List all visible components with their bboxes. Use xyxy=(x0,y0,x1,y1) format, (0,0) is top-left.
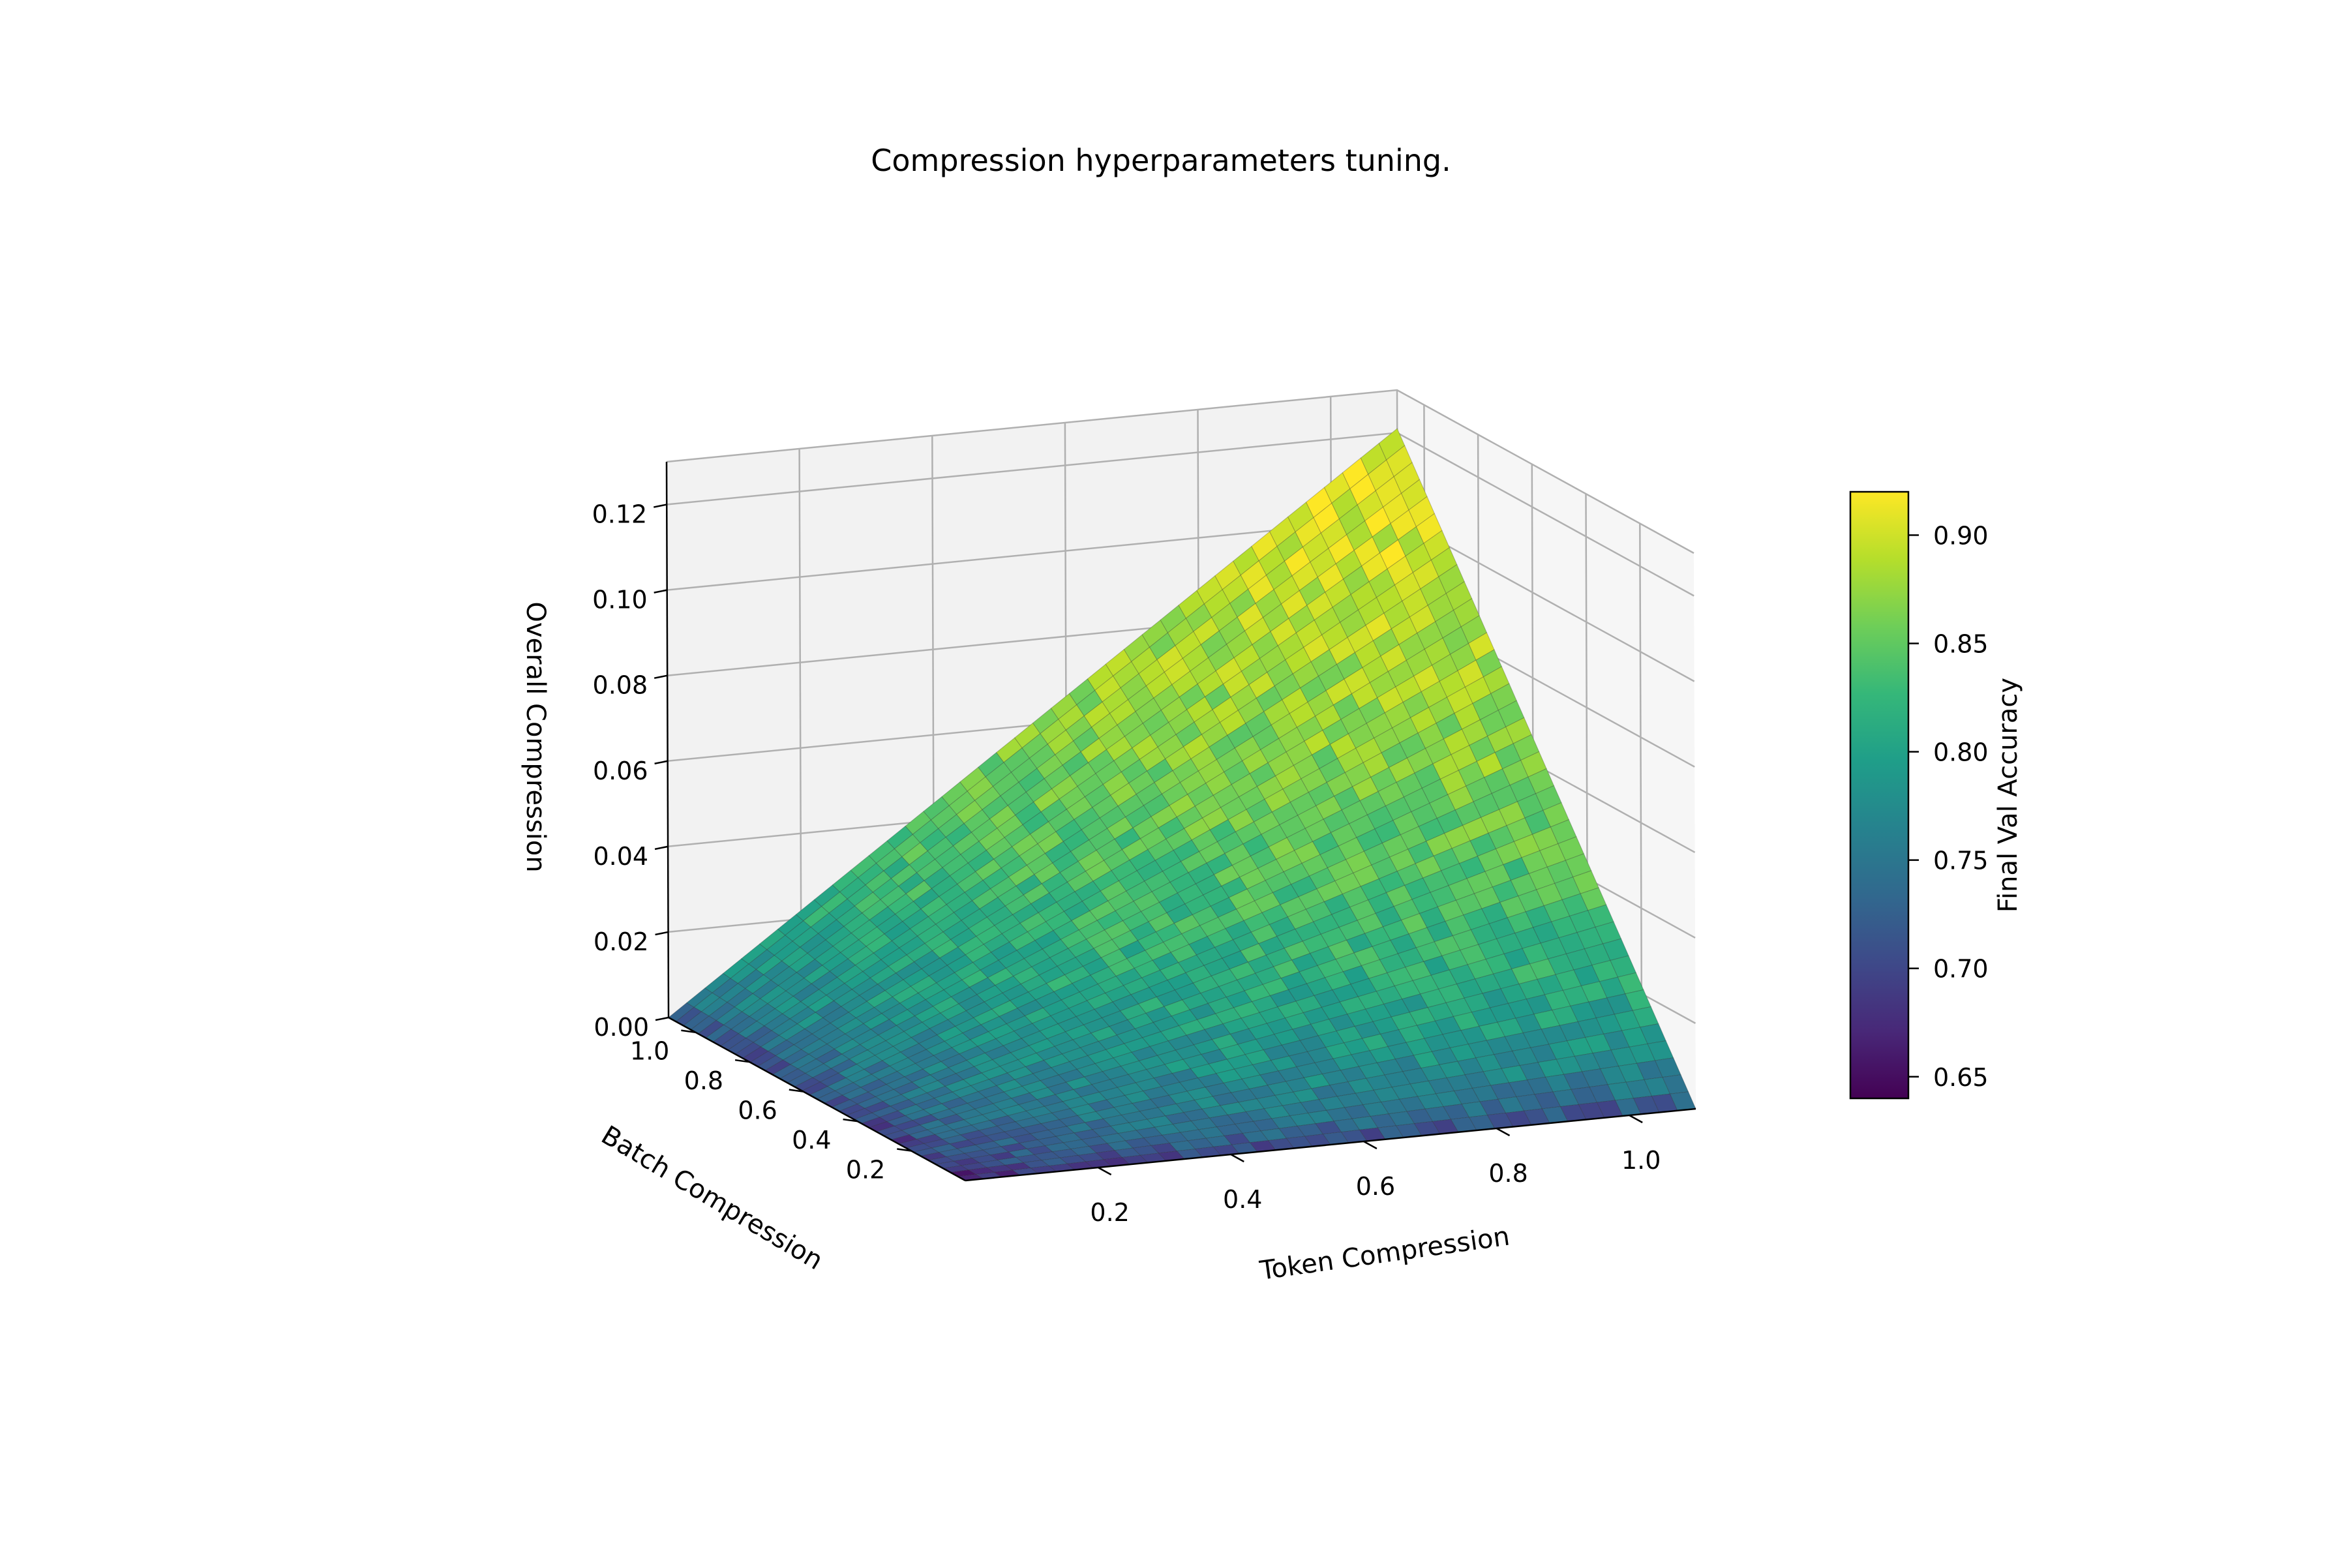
z-tick-mark xyxy=(653,504,667,508)
surface-cell xyxy=(1393,462,1421,494)
z-tick-label: 0.12 xyxy=(592,500,648,529)
surface-cell xyxy=(1460,615,1488,644)
colorbar-tick-label: 0.75 xyxy=(1933,847,1989,875)
colorbar-tick-label: 0.65 xyxy=(1933,1063,1989,1092)
colorbar-label: Final Val Accuracy xyxy=(1993,678,2023,912)
y-tick-mark xyxy=(843,1118,858,1123)
surface-cell xyxy=(1595,921,1622,944)
surface-cell xyxy=(1528,768,1555,794)
y-tick-label: 1.0 xyxy=(630,1037,669,1066)
z-tick-label: 0.02 xyxy=(594,927,649,956)
x-tick-label: 0.4 xyxy=(1223,1185,1262,1214)
surface-cell xyxy=(1438,564,1465,594)
surface-cell xyxy=(1640,1023,1666,1044)
y-tick-mark xyxy=(897,1148,912,1152)
colorbar-ticks: 0.65 0.70 0.75 0.80 0.85 0.90 xyxy=(1908,521,1989,1092)
z-axis-label: Overall Compression xyxy=(520,601,550,872)
surface-cell xyxy=(1475,649,1503,678)
axis-lines xyxy=(665,461,1696,1182)
y-tick-mark xyxy=(734,1059,750,1063)
y-tick-label: 0.6 xyxy=(738,1096,777,1125)
z-tick-mark xyxy=(655,1016,669,1021)
surface-cell xyxy=(1408,496,1436,528)
x-tick-mark xyxy=(1098,1166,1112,1176)
colorbar-tick-label: 0.80 xyxy=(1933,738,1989,767)
x-tick-mark xyxy=(1230,1153,1244,1163)
colorbar-tick-label: 0.90 xyxy=(1933,521,1989,550)
tick-labels: 0.2 0.4 0.6 0.8 1.00.20.40.60.81.00.000.020.… xyxy=(592,500,1661,1227)
z-tick-mark xyxy=(654,589,667,594)
surface-cell xyxy=(1423,530,1450,561)
surface-cell xyxy=(1520,751,1547,777)
surface-plot xyxy=(668,428,1696,1181)
z-tick-mark xyxy=(654,674,668,679)
y-tick-label: 0.4 xyxy=(792,1126,831,1154)
surface-cell xyxy=(1505,717,1532,744)
z-tick-mark xyxy=(654,760,668,764)
z-tick-mark xyxy=(654,845,669,851)
x-tick-mark xyxy=(1629,1114,1643,1124)
x-tick-label: 0.8 xyxy=(1488,1159,1528,1188)
colorbar: 0.65 0.70 0.75 0.80 0.85 0.90 Final Val Accur… xyxy=(1849,490,2023,1100)
z-tick-label: 0.08 xyxy=(593,671,648,700)
x-tick-label: 0.6 xyxy=(1356,1172,1395,1201)
y-tick-label: 0.2 xyxy=(846,1156,885,1184)
z-tick-label: 0.04 xyxy=(593,842,648,871)
x-tick-label: 0.2 xyxy=(1090,1198,1129,1227)
z-axis-line xyxy=(665,461,670,1018)
x-tick-mark xyxy=(1363,1140,1377,1150)
colorbar-tick-label: 0.85 xyxy=(1933,630,1989,659)
z-tick-mark xyxy=(655,931,669,936)
colorbar-gradient xyxy=(1849,490,1910,1100)
surface-cell xyxy=(1610,955,1637,978)
y-tick-mark xyxy=(789,1089,804,1093)
y-tick-label: 0.8 xyxy=(684,1066,723,1095)
x-tick-mark xyxy=(1496,1127,1511,1137)
chart-title: Compression hyperparameters tuning. xyxy=(871,143,1451,178)
y-tick-mark xyxy=(681,1029,696,1033)
surface-cell xyxy=(1654,1057,1681,1078)
y-axis-line xyxy=(668,1016,966,1182)
colorbar-tick-label: 0.70 xyxy=(1933,955,1989,984)
z-tick-label: 0.00 xyxy=(594,1013,649,1042)
x-axis-line xyxy=(965,1108,1696,1182)
z-tick-label: 0.06 xyxy=(593,757,648,785)
surface-cell xyxy=(1565,853,1592,878)
x-tick-label: 1.0 xyxy=(1621,1146,1661,1175)
z-tick-label: 0.10 xyxy=(592,586,648,614)
